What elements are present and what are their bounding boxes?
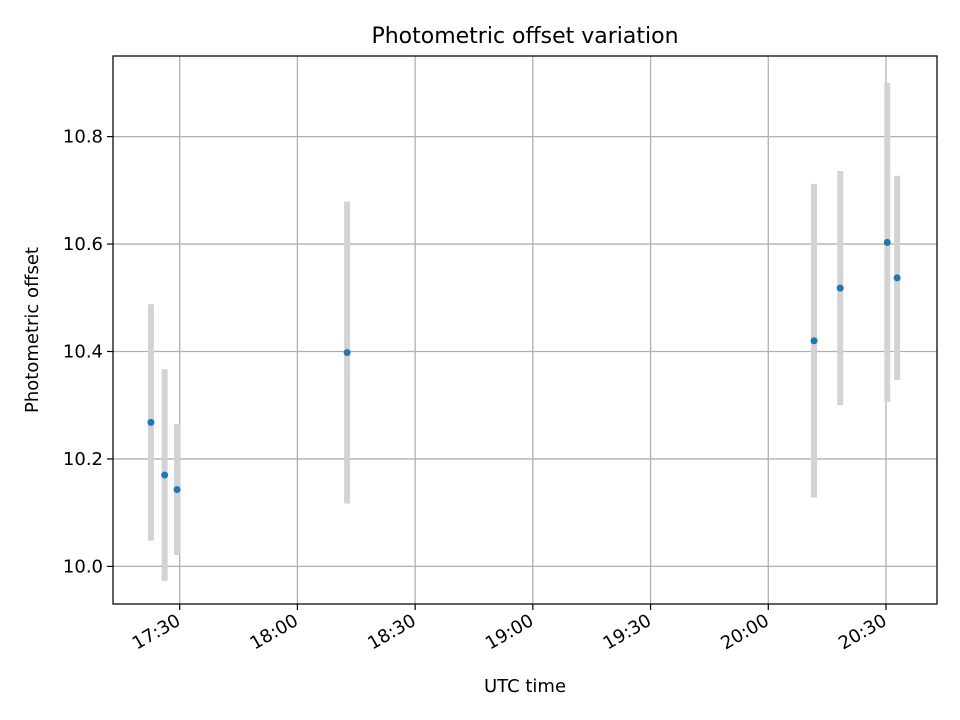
y-tick-label: 10.8 bbox=[63, 127, 103, 148]
y-tick-label: 10.6 bbox=[63, 234, 103, 255]
data-point bbox=[147, 418, 155, 426]
grid-layer bbox=[113, 56, 937, 604]
data-point bbox=[161, 471, 169, 479]
data-point bbox=[893, 274, 901, 282]
plot-frame bbox=[112, 55, 938, 605]
y-axis-label: Photometric offset bbox=[22, 247, 43, 413]
data-point bbox=[836, 284, 844, 292]
y-tick-label: 10.2 bbox=[63, 449, 103, 470]
y-tick-label: 10.4 bbox=[63, 341, 103, 362]
y-tick-label: 10.0 bbox=[63, 556, 103, 577]
data-point bbox=[173, 486, 181, 494]
marker-layer bbox=[147, 238, 901, 494]
x-axis-label: UTC time bbox=[484, 676, 566, 697]
data-point bbox=[883, 238, 891, 246]
data-point bbox=[343, 349, 351, 357]
data-point bbox=[810, 337, 818, 345]
chart-title: Photometric offset variation bbox=[371, 24, 678, 49]
